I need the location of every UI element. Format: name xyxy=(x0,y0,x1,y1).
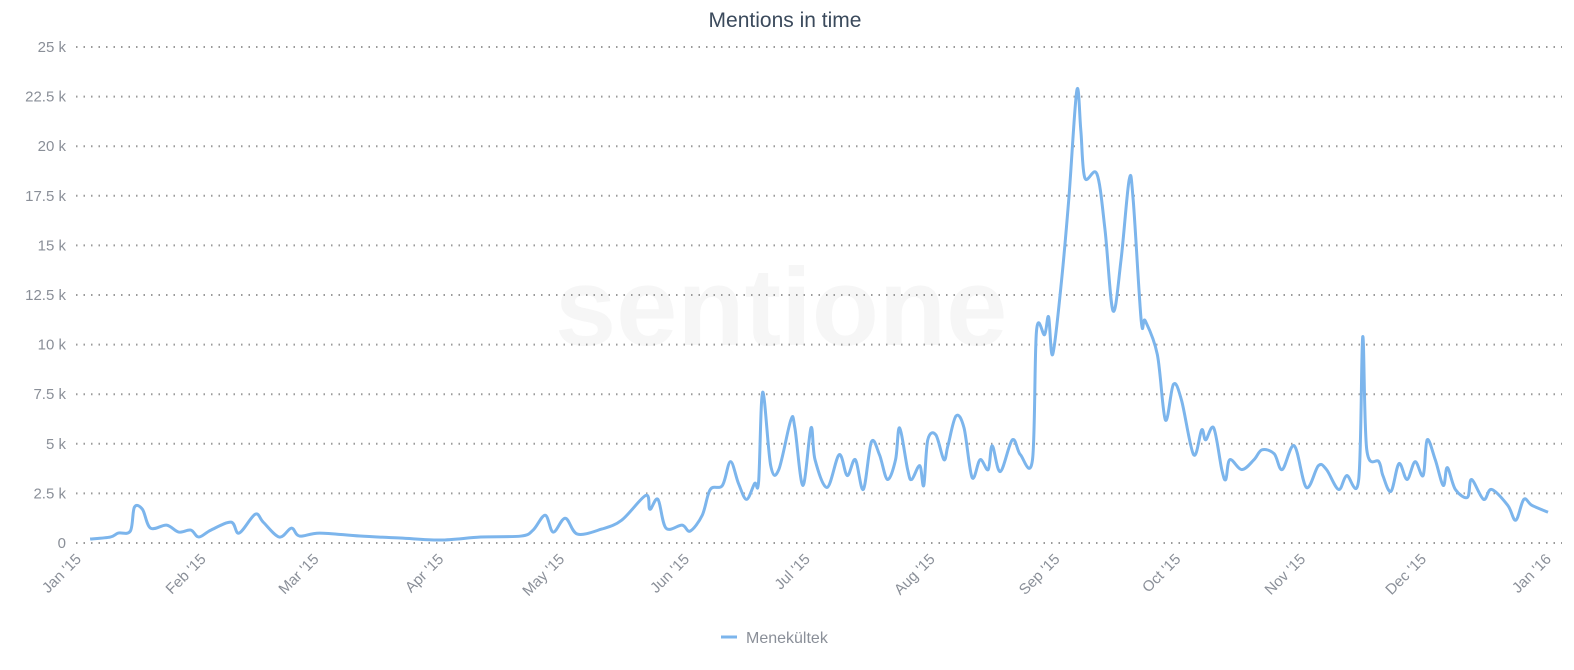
legend-item-menekultek[interactable]: Menekültek xyxy=(721,630,829,647)
series-layer xyxy=(89,86,1549,542)
x-tick-label: Nov '15 xyxy=(1262,551,1310,599)
y-axis-labels: 0 2.5 k 5 k 7.5 k 10 k 12.5 k 15 k 17.5 k 20 k 22… xyxy=(25,39,66,552)
x-tick-label: Aug '15 xyxy=(891,551,939,599)
x-axis-labels: Jan '15 Feb '15 Mar '15 Apr '15 May '15 Jun '… xyxy=(39,551,1555,600)
y-tick-label: 20 k xyxy=(38,138,67,155)
y-tick-label: 12.5 k xyxy=(25,287,66,304)
x-tick-label: Apr '15 xyxy=(402,551,447,596)
sentione-watermark: sentione xyxy=(555,246,1007,369)
y-tick-label: 25 k xyxy=(38,39,67,56)
y-tick-label: 7.5 k xyxy=(33,386,66,403)
x-tick-label: Oct '15 xyxy=(1139,551,1184,596)
y-tick-label: 5 k xyxy=(46,436,67,453)
y-tick-label: 0 xyxy=(58,535,66,552)
x-tick-label: Sep '15 xyxy=(1016,551,1064,599)
y-tick-label: 17.5 k xyxy=(25,188,66,205)
x-tick-label: Feb '15 xyxy=(163,551,210,598)
y-tick-label: 22.5 k xyxy=(25,89,66,106)
legend-label: Menekültek xyxy=(746,630,829,647)
x-tick-label: May '15 xyxy=(519,551,568,600)
y-tick-label: 10 k xyxy=(38,337,67,354)
x-tick-label: Jun '15 xyxy=(647,551,693,597)
x-tick-label: Jul '15 xyxy=(771,551,813,593)
chart-title: Mentions in time xyxy=(709,9,862,32)
y-gridlines xyxy=(76,46,1562,544)
series-line-menekultek xyxy=(89,86,1549,542)
x-tick-label: Dec '15 xyxy=(1382,551,1430,599)
y-tick-label: 2.5 k xyxy=(33,485,66,502)
x-tick-label: Mar '15 xyxy=(275,551,322,598)
x-tick-label: Jan '15 xyxy=(39,551,85,597)
y-tick-label: 15 k xyxy=(38,237,67,254)
x-tick-label: Jan '16 xyxy=(1509,551,1555,597)
